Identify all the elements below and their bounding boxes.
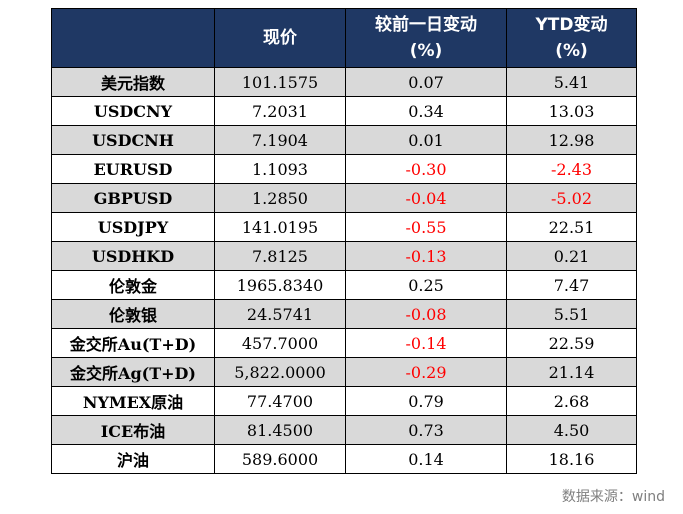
- cell-price: 589.6000: [214, 444, 346, 474]
- cell-price: 1.2850: [214, 183, 346, 213]
- cell-ytd-change: 2.68: [506, 386, 637, 416]
- cell-name: USDJPY: [51, 212, 215, 242]
- header-row: 现价 较前一日变动 (%) YTD变动 (%): [51, 8, 637, 68]
- table-row: USDJPY 141.0195 -0.55 22.51: [51, 212, 637, 242]
- table-row: 伦敦金 1965.8340 0.25 7.47: [51, 270, 637, 300]
- cell-price: 1965.8340: [214, 270, 346, 300]
- cell-ytd-change: 22.59: [506, 328, 637, 358]
- cell-daily-change: 0.14: [345, 444, 507, 474]
- data-source-note: 数据来源：wind: [561, 489, 665, 505]
- cell-price: 101.1575: [214, 67, 346, 97]
- cell-name: USDHKD: [51, 241, 215, 271]
- cell-name: USDCNY: [51, 96, 215, 126]
- cell-price: 5,822.0000: [214, 357, 346, 387]
- cell-price: 7.2031: [214, 96, 346, 126]
- cell-ytd-change: 0.21: [506, 241, 637, 271]
- cell-ytd-change: 21.14: [506, 357, 637, 387]
- cell-price: 77.4700: [214, 386, 346, 416]
- cell-name: EURUSD: [51, 154, 215, 184]
- cell-daily-change: -0.04: [345, 183, 507, 213]
- cell-daily-change: -0.55: [345, 212, 507, 242]
- cell-price: 81.4500: [214, 415, 346, 445]
- table-row: 美元指数 101.1575 0.07 5.41: [51, 67, 637, 97]
- cell-price: 7.8125: [214, 241, 346, 271]
- cell-price: 7.1904: [214, 125, 346, 155]
- table-row: 伦敦银 24.5741 -0.08 5.51: [51, 299, 637, 329]
- cell-name: ICE布油: [51, 415, 215, 445]
- header-daily-change-title: 较前一日变动: [375, 15, 477, 35]
- table-row: EURUSD 1.1093 -0.30 -2.43: [51, 154, 637, 184]
- cell-daily-change: -0.08: [345, 299, 507, 329]
- cell-daily-change: 0.25: [345, 270, 507, 300]
- header-price: 现价: [214, 8, 346, 68]
- header-name: [51, 8, 215, 68]
- cell-name: NYMEX原油: [51, 386, 215, 416]
- cell-daily-change: -0.14: [345, 328, 507, 358]
- cell-ytd-change: 22.51: [506, 212, 637, 242]
- header-ytd-change: YTD变动 (%): [506, 8, 637, 68]
- table-row: 金交所Ag(T+D) 5,822.0000 -0.29 21.14: [51, 357, 637, 387]
- table-row: NYMEX原油 77.4700 0.79 2.68: [51, 386, 637, 416]
- cell-daily-change: -0.30: [345, 154, 507, 184]
- header-ytd-change-title: YTD变动: [535, 15, 608, 35]
- cell-name: 伦敦金: [51, 270, 215, 300]
- cell-ytd-change: 4.50: [506, 415, 637, 445]
- market-data-table: 现价 较前一日变动 (%) YTD变动 (%) 美元指数 101.1575 0.07…: [51, 8, 637, 474]
- table-row: USDHKD 7.8125 -0.13 0.21: [51, 241, 637, 271]
- cell-name: 伦敦银: [51, 299, 215, 329]
- header-ytd-change-unit: (%): [555, 41, 588, 61]
- cell-name: USDCNH: [51, 125, 215, 155]
- cell-ytd-change: 5.41: [506, 67, 637, 97]
- cell-daily-change: 0.07: [345, 67, 507, 97]
- cell-daily-change: 0.34: [345, 96, 507, 126]
- table-row: USDCNY 7.2031 0.34 13.03: [51, 96, 637, 126]
- cell-ytd-change: 18.16: [506, 444, 637, 474]
- cell-daily-change: 0.01: [345, 125, 507, 155]
- cell-name: 美元指数: [51, 67, 215, 97]
- cell-price: 1.1093: [214, 154, 346, 184]
- cell-daily-change: -0.13: [345, 241, 507, 271]
- table-body: 美元指数 101.1575 0.07 5.41 USDCNY 7.2031 0.34 13.0…: [51, 67, 637, 474]
- cell-name: GBPUSD: [51, 183, 215, 213]
- cell-daily-change: -0.29: [345, 357, 507, 387]
- cell-daily-change: 0.73: [345, 415, 507, 445]
- cell-name: 金交所Au(T+D): [51, 328, 215, 358]
- table-row: ICE布油 81.4500 0.73 4.50: [51, 415, 637, 445]
- cell-ytd-change: 7.47: [506, 270, 637, 300]
- cell-ytd-change: 12.98: [506, 125, 637, 155]
- header-daily-change: 较前一日变动 (%): [345, 8, 507, 68]
- cell-name: 沪油: [51, 444, 215, 474]
- header-daily-change-unit: (%): [409, 41, 443, 61]
- cell-ytd-change: -5.02: [506, 183, 637, 213]
- cell-ytd-change: 5.51: [506, 299, 637, 329]
- cell-ytd-change: 13.03: [506, 96, 637, 126]
- cell-price: 24.5741: [214, 299, 346, 329]
- cell-price: 457.7000: [214, 328, 346, 358]
- cell-daily-change: 0.79: [345, 386, 507, 416]
- table-row: 沪油 589.6000 0.14 18.16: [51, 444, 637, 474]
- table-row: GBPUSD 1.2850 -0.04 -5.02: [51, 183, 637, 213]
- cell-ytd-change: -2.43: [506, 154, 637, 184]
- table-row: 金交所Au(T+D) 457.7000 -0.14 22.59: [51, 328, 637, 358]
- cell-name: 金交所Ag(T+D): [51, 357, 215, 387]
- table-row: USDCNH 7.1904 0.01 12.98: [51, 125, 637, 155]
- cell-price: 141.0195: [214, 212, 346, 242]
